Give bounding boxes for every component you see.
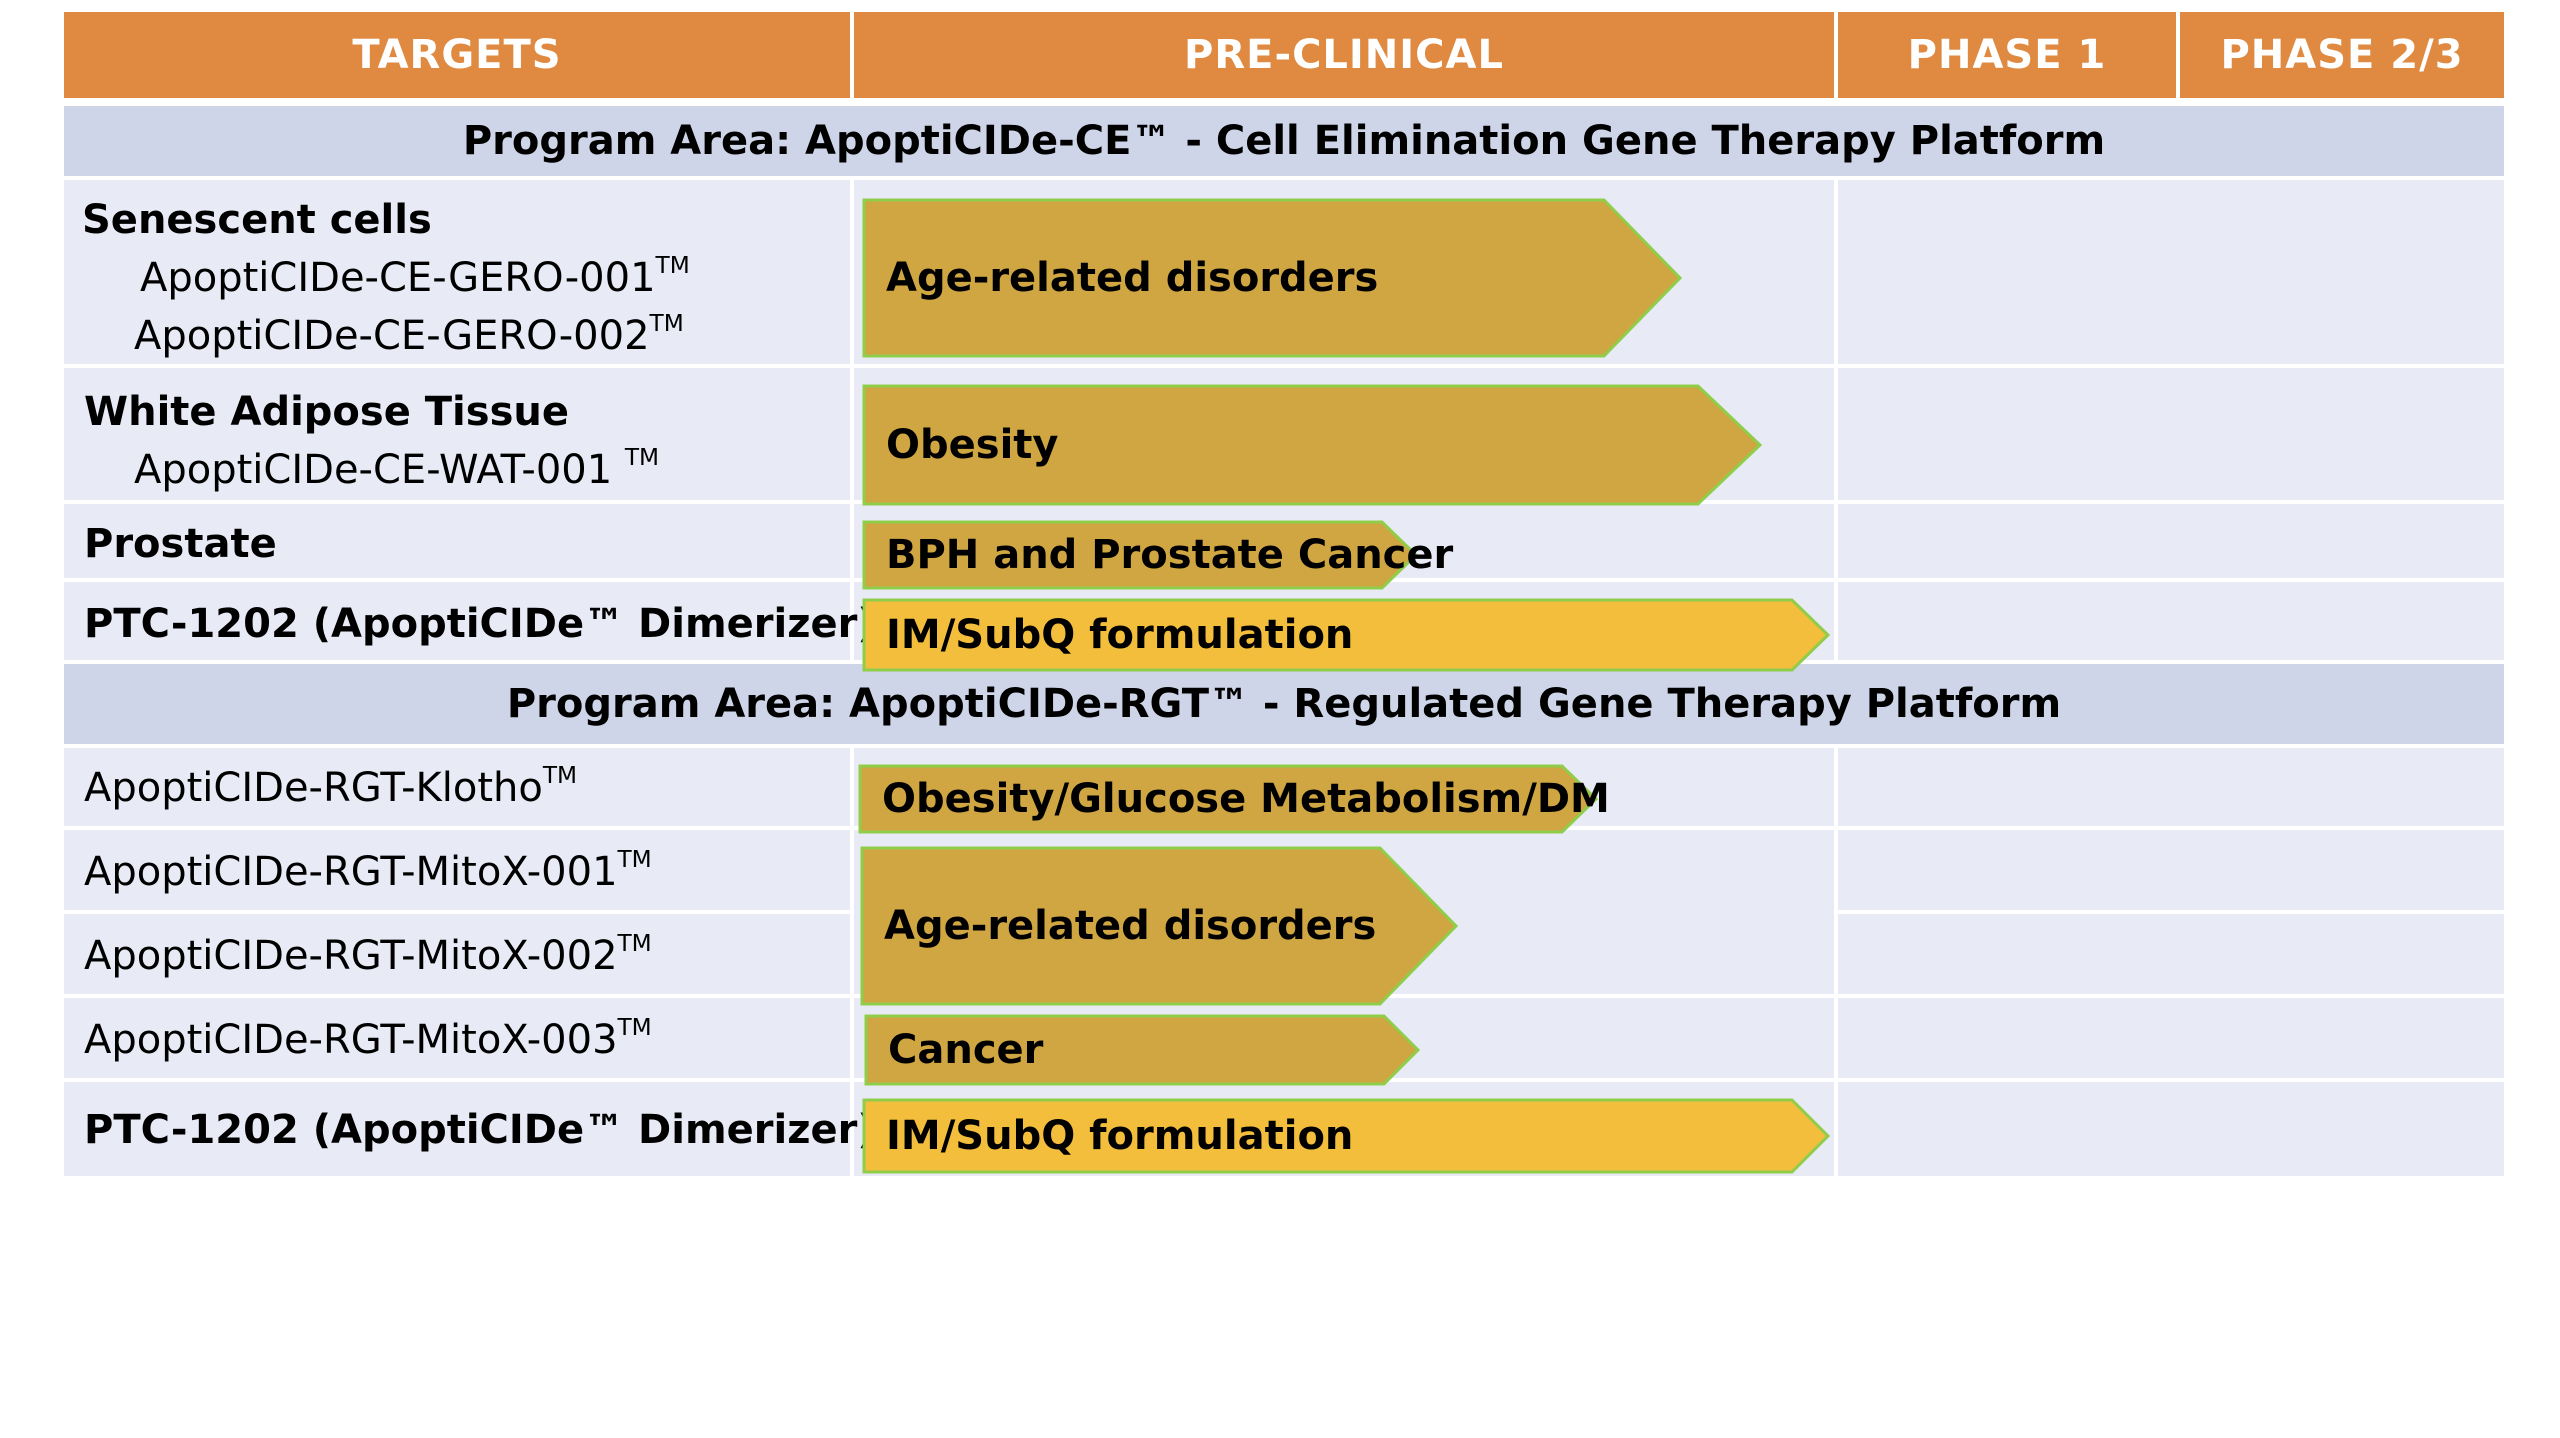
progress-arrow-im-subq-a: IM/SubQ formulation xyxy=(862,598,1831,672)
target-heading-ptc-1202-b: PTC-1202 (ApoptiCIDe™ Dimerizer) xyxy=(84,1107,876,1153)
arrow-shape xyxy=(862,384,1763,506)
target-heading-senescent-cells: Senescent cells xyxy=(82,197,432,243)
table-row-prostate-targets xyxy=(64,504,850,578)
target-item-rgt-klotho: ApoptiCIDe-RGT-KlothoTM xyxy=(84,762,578,811)
table-row-klotho-phases xyxy=(1838,748,2504,826)
table-row-mitox2-phases xyxy=(1838,914,2504,994)
table-row-prostate-phases xyxy=(1838,504,2504,578)
arrow-polygon xyxy=(862,1098,1831,1174)
arrow-polygon xyxy=(860,846,1459,1006)
arrow-shape xyxy=(858,764,1599,834)
table-row-klotho-targets xyxy=(64,748,850,826)
arrow-label: Obesity xyxy=(886,422,1059,468)
arrow-shape xyxy=(862,1098,1831,1174)
arrow-label: Cancer xyxy=(888,1027,1044,1073)
arrow-polygon xyxy=(862,198,1683,358)
arrow-polygon xyxy=(862,520,1419,590)
progress-arrow-im-subq-b: IM/SubQ formulation xyxy=(862,1098,1831,1174)
progress-arrow-obesity: Obesity xyxy=(862,384,1763,506)
program-area-rgt-title: Program Area: ApoptiCIDe-RGT™ - Regulate… xyxy=(64,664,2504,744)
arrow-label: IM/SubQ formulation xyxy=(886,1113,1354,1159)
progress-arrow-bph-prostate-cancer: BPH and Prostate Cancer xyxy=(862,520,1453,590)
table-row-mitox1-phases xyxy=(1838,830,2504,910)
target-item-gero-001: ApoptiCIDe-CE-GERO-001TM xyxy=(140,252,690,301)
arrow-shape xyxy=(862,198,1683,358)
table-row-ptc-1-targets xyxy=(64,582,850,660)
arrow-polygon xyxy=(858,764,1599,834)
table-row-ptc-1-phases xyxy=(1838,582,2504,660)
progress-arrow-age-related-rgt: Age-related disorders xyxy=(860,846,1459,1006)
header-phase23: PHASE 2/3 xyxy=(2180,12,2504,98)
table-row-ptc-2-phases xyxy=(1838,1082,2504,1176)
table-row-senescent-targets xyxy=(64,180,850,364)
table-row-wat-targets xyxy=(64,368,850,500)
progress-arrow-age-related-ce: Age-related disorders xyxy=(862,198,1683,358)
arrow-label: IM/SubQ formulation xyxy=(886,612,1354,658)
target-heading-prostate: Prostate xyxy=(84,521,277,567)
table-row-mitox1-targets xyxy=(64,830,850,910)
arrow-label: Age-related disorders xyxy=(884,903,1377,949)
arrow-shape xyxy=(864,1014,1421,1086)
target-item-gero-002: ApoptiCIDe-CE-GERO-002TM xyxy=(134,310,684,359)
header-preclinical: PRE-CLINICAL xyxy=(854,12,1834,98)
header-phase1: PHASE 1 xyxy=(1838,12,2176,98)
target-item-rgt-mitox-001: ApoptiCIDe-RGT-MitoX-001TM xyxy=(84,846,652,895)
arrow-label: BPH and Prostate Cancer xyxy=(886,532,1454,578)
table-row-ptc-2-targets xyxy=(64,1082,850,1176)
table-row-mitox2-targets xyxy=(64,914,850,994)
table-row-senescent-phases xyxy=(1838,180,2504,364)
arrow-polygon xyxy=(862,384,1763,506)
arrow-label: Obesity/Glucose Metabolism/DM xyxy=(882,776,1610,822)
table-row-wat-phases xyxy=(1838,368,2504,500)
arrow-label: Age-related disorders xyxy=(886,255,1379,301)
target-item-rgt-mitox-002: ApoptiCIDe-RGT-MitoX-002TM xyxy=(84,930,652,979)
target-item-wat-001: ApoptiCIDe-CE-WAT-001 TM xyxy=(134,444,660,493)
table-row-mitox3-targets xyxy=(64,998,850,1078)
table-row-mitox3-phases xyxy=(1838,998,2504,1078)
target-item-rgt-mitox-003: ApoptiCIDe-RGT-MitoX-003TM xyxy=(84,1014,652,1063)
arrow-shape xyxy=(862,520,1419,590)
program-area-ce-title: Program Area: ApoptiCIDe-CE™ - Cell Elim… xyxy=(64,106,2504,176)
arrow-shape xyxy=(860,846,1459,1006)
pipeline-table: TARGETS PRE-CLINICAL PHASE 1 PHASE 2/3 P… xyxy=(64,12,2504,1176)
progress-arrow-obesity-glucose: Obesity/Glucose Metabolism/DM xyxy=(858,764,1610,834)
arrow-polygon xyxy=(862,598,1831,672)
header-targets: TARGETS xyxy=(64,12,850,98)
target-heading-white-adipose-tissue: White Adipose Tissue xyxy=(84,389,569,435)
arrow-polygon xyxy=(864,1014,1421,1086)
target-heading-ptc-1202-a: PTC-1202 (ApoptiCIDe™ Dimerizer) xyxy=(84,601,876,647)
arrow-shape xyxy=(862,598,1831,672)
progress-arrow-cancer: Cancer xyxy=(864,1014,1421,1086)
